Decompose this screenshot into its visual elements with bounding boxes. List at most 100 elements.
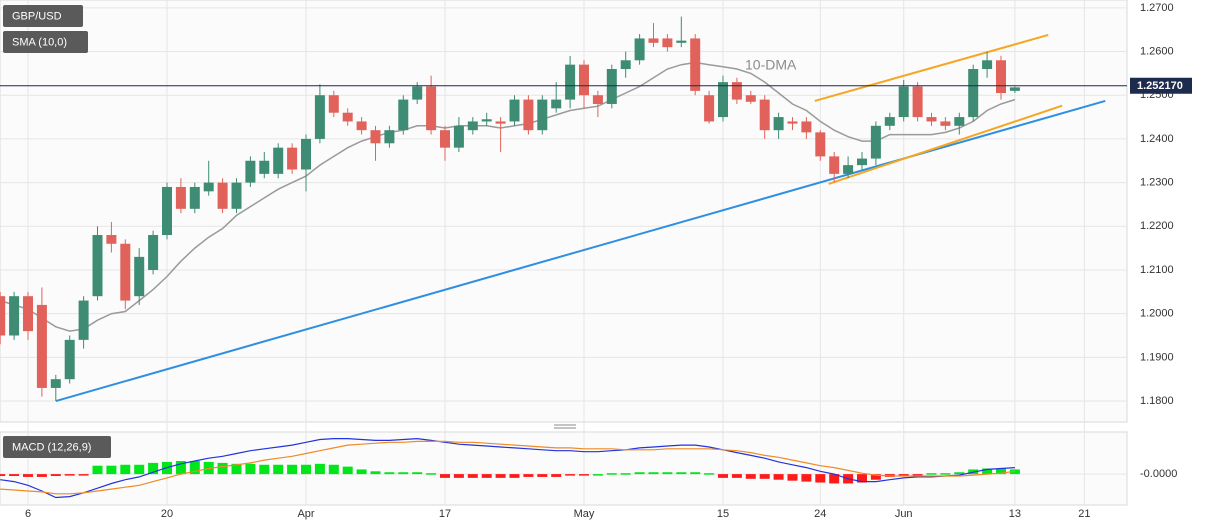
candle-body bbox=[704, 95, 715, 122]
candle-body bbox=[453, 125, 464, 148]
last-price-label: 1.252170 bbox=[1137, 80, 1183, 92]
candle-body bbox=[370, 130, 381, 144]
histogram-bar bbox=[342, 466, 353, 475]
histogram-bar bbox=[606, 473, 617, 475]
histogram-bar bbox=[259, 464, 270, 475]
histogram-bar bbox=[426, 473, 437, 475]
dma-annotation: 10-DMA bbox=[745, 57, 797, 73]
y-tick-label: 1.2100 bbox=[1140, 264, 1174, 276]
histogram-bar bbox=[829, 474, 840, 484]
candle-body bbox=[662, 38, 673, 48]
histogram-bar bbox=[453, 474, 464, 478]
candle-body bbox=[273, 147, 284, 174]
histogram-bar bbox=[676, 472, 687, 475]
candle-body bbox=[175, 186, 186, 209]
x-tick-label: 21 bbox=[1078, 508, 1090, 520]
trend-line bbox=[828, 104, 1063, 185]
macd-line bbox=[0, 440, 1015, 495]
x-tick-label: 6 bbox=[25, 508, 31, 520]
histogram-bar bbox=[273, 464, 284, 475]
candle-body bbox=[398, 99, 409, 131]
candle-body bbox=[996, 60, 1006, 94]
x-tick-label: Jun bbox=[895, 508, 913, 520]
histogram-bar bbox=[996, 468, 1006, 475]
legend-box bbox=[3, 31, 88, 53]
histogram-bar bbox=[815, 474, 826, 483]
candle-body bbox=[801, 121, 812, 133]
y-tick-label: 1.1800 bbox=[1140, 395, 1174, 407]
candle-body bbox=[565, 64, 576, 100]
candle-body bbox=[342, 112, 353, 122]
candle-body bbox=[23, 296, 33, 332]
candle-body bbox=[884, 117, 895, 126]
candle-body bbox=[843, 165, 854, 174]
x-tick-label: 15 bbox=[717, 508, 729, 520]
y-tick-label: 1.2200 bbox=[1140, 220, 1174, 232]
histogram-bar bbox=[634, 472, 645, 475]
histogram-bar bbox=[64, 474, 75, 476]
histogram-bar bbox=[467, 474, 478, 478]
legend-macd: MACD (12,26,9) bbox=[12, 441, 91, 453]
candle-body bbox=[620, 60, 631, 70]
candle-body bbox=[815, 132, 826, 157]
x-tick-label: 13 bbox=[1009, 508, 1021, 520]
y-tick-label: 1.2600 bbox=[1140, 45, 1174, 57]
candle-body bbox=[245, 160, 256, 183]
histogram-bar bbox=[9, 474, 20, 476]
candle-body bbox=[537, 99, 548, 131]
candle-body bbox=[982, 60, 993, 70]
y-tick-label: 1.2300 bbox=[1140, 177, 1174, 189]
histogram-bar bbox=[801, 474, 812, 482]
candle-body bbox=[92, 235, 103, 297]
grid bbox=[0, 0, 1127, 505]
candle-body bbox=[9, 296, 20, 336]
candle-body bbox=[203, 182, 214, 192]
histogram-bar bbox=[120, 464, 131, 475]
candle-body bbox=[745, 95, 756, 102]
histogram-bar bbox=[759, 474, 770, 479]
candle-body bbox=[50, 379, 61, 388]
candle-body bbox=[314, 95, 325, 139]
x-tick-label: May bbox=[574, 508, 595, 520]
candle-body bbox=[231, 182, 242, 209]
histogram-bar bbox=[940, 473, 951, 475]
histogram-bar bbox=[537, 474, 548, 477]
candle-body bbox=[523, 99, 534, 131]
histogram-bar bbox=[440, 474, 450, 478]
histogram-bar bbox=[23, 474, 33, 477]
candle-body bbox=[148, 235, 159, 270]
sma-line bbox=[0, 61, 1016, 332]
histogram-bar bbox=[718, 474, 728, 478]
candle-body bbox=[690, 38, 701, 91]
candle-body bbox=[857, 158, 867, 166]
histogram-bar bbox=[857, 474, 867, 483]
candle-body bbox=[162, 186, 172, 236]
histogram-bar bbox=[662, 472, 673, 475]
y-tick-label: 1.2400 bbox=[1140, 133, 1174, 145]
histogram-bar bbox=[495, 474, 506, 478]
candle-body bbox=[495, 121, 506, 124]
histogram-bar bbox=[384, 472, 395, 475]
histogram-bar bbox=[148, 462, 159, 475]
candle-body bbox=[287, 147, 298, 170]
histogram-bar bbox=[954, 472, 965, 475]
candle-body bbox=[217, 182, 228, 209]
candle-body bbox=[592, 95, 603, 104]
candle-body bbox=[870, 125, 881, 159]
histogram-bar bbox=[36, 474, 47, 477]
histogram-bar bbox=[773, 474, 784, 480]
y-tick-label: -0.0000 bbox=[1140, 468, 1177, 480]
histogram-bar bbox=[92, 465, 103, 475]
histogram-bar bbox=[356, 469, 367, 475]
histogram-bar bbox=[704, 473, 715, 475]
histogram-bar bbox=[301, 464, 311, 475]
histogram-bar bbox=[50, 474, 61, 476]
candle-body bbox=[106, 235, 117, 244]
candle-body bbox=[912, 86, 923, 118]
candle-body bbox=[787, 121, 798, 124]
candle-body bbox=[940, 121, 951, 126]
labels: GBP/USD SMA (10,0) MACD (12,26,9) 10-DMA… bbox=[3, 2, 1192, 520]
histogram-bar bbox=[898, 474, 909, 476]
histogram-bar bbox=[690, 472, 701, 475]
